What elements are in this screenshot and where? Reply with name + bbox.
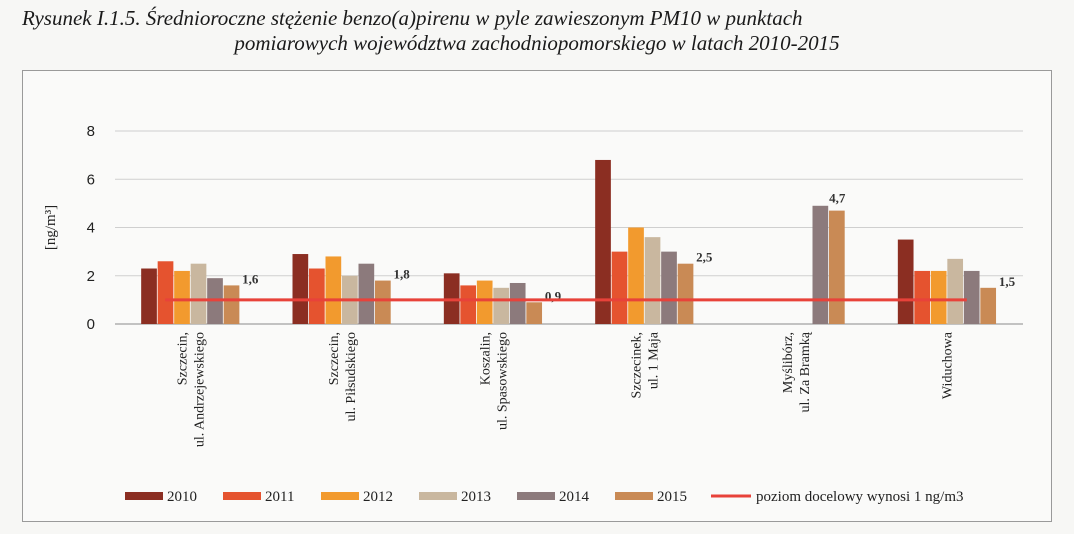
- bar-2012: [174, 270, 190, 324]
- category-label-line: ul. Za Bramką: [798, 331, 813, 412]
- chart-frame: 0 2 4 6 8 [ng/m³] 1,6 Szczecin, ul. Andrzejewski…: [22, 70, 1052, 522]
- legend-label-2010: 2010: [167, 489, 197, 505]
- y-axis-label: [ng/m³]: [43, 205, 59, 250]
- bar-2013: [493, 287, 510, 324]
- bar-2013: [190, 263, 207, 324]
- category-label-line: ul. Spasowskiego: [495, 332, 510, 430]
- bar-2011: [914, 270, 931, 324]
- category-label-line: Szczecinek,: [630, 332, 645, 398]
- caption-line-1: Rysunek I.1.5. Średnioroczne stężenie be…: [22, 6, 803, 30]
- bar-2014: [963, 270, 980, 324]
- bar-2013: [644, 237, 661, 324]
- bar-2015: [980, 287, 997, 324]
- bar-2011: [460, 285, 477, 324]
- bar-2014: [661, 251, 677, 324]
- data-label: 1,8: [394, 267, 411, 282]
- legend-label-2014: 2014: [559, 489, 590, 505]
- legend-label-target: poziom docelowy wynosi 1 ng/m3: [756, 489, 963, 505]
- bar-2012: [325, 256, 342, 324]
- bar-2010: [141, 268, 157, 324]
- bar-2013: [947, 258, 964, 324]
- category-label-line: ul. Piłsudskiego: [344, 332, 359, 421]
- y-tick-label: 6: [87, 171, 95, 188]
- category-label: Szczecin, ul. Piłsudskiego: [327, 332, 359, 421]
- category-label: Myślibórz, ul. Za Bramką: [781, 331, 813, 412]
- bar-2011: [157, 261, 174, 324]
- legend-label-2011: 2011: [265, 489, 294, 505]
- legend-swatch-2014: [517, 492, 555, 500]
- bar-2010: [292, 254, 309, 324]
- y-tick-label: 8: [87, 123, 95, 140]
- data-label: 2,5: [696, 250, 713, 265]
- bar-2012: [930, 270, 947, 324]
- category-label-line: ul. 1 Maja: [647, 331, 662, 389]
- bar-2014: [812, 205, 829, 324]
- category-label: Koszalin, ul. Spasowskiego: [478, 332, 510, 430]
- bar-2011: [309, 268, 325, 324]
- category-label-line: Widuchowa: [940, 331, 955, 399]
- legend-swatch-2011: [223, 492, 261, 500]
- caption-line-2: pomiarowych województwa zachodniopomorsk…: [234, 31, 840, 55]
- bar-2015: [829, 210, 845, 324]
- y-tick-label: 0: [87, 316, 95, 333]
- category-label-line: ul. Andrzejewskiego: [193, 332, 208, 447]
- y-tick-label: 4: [87, 220, 95, 237]
- category-label: Widuchowa: [940, 331, 955, 399]
- legend-label-2012: 2012: [363, 489, 393, 505]
- category-label-line: Szczecin,: [327, 332, 342, 385]
- bar-2012: [476, 280, 493, 324]
- legend-label-2015: 2015: [657, 489, 687, 505]
- bar-2010: [897, 239, 914, 324]
- data-label: 4,7: [829, 191, 846, 206]
- bar-2015: [677, 263, 694, 324]
- legend-swatch-2015: [615, 492, 653, 500]
- category-label-line: Koszalin,: [478, 332, 493, 385]
- legend-swatch-2013: [419, 492, 457, 500]
- legend-swatch-2010: [125, 492, 163, 500]
- legend-swatch-2012: [321, 492, 359, 500]
- bar-2014: [358, 263, 375, 324]
- bar-2014: [509, 282, 526, 324]
- data-label: 1,5: [999, 274, 1016, 289]
- bar-2015: [375, 280, 391, 324]
- category-label-line: Myślibórz,: [781, 332, 796, 393]
- y-tick-label: 2: [87, 268, 95, 285]
- bar-2015: [526, 302, 543, 324]
- legend-label-2013: 2013: [461, 489, 491, 505]
- bar-2011: [611, 251, 628, 324]
- bar-2012: [628, 227, 644, 324]
- category-label: Szczecinek, ul. 1 Maja: [630, 331, 662, 398]
- bar-2015: [223, 285, 240, 324]
- category-label-line: Szczecin,: [176, 332, 191, 385]
- category-label: Szczecin, ul. Andrzejewskiego: [176, 332, 208, 447]
- bar-2010: [595, 159, 611, 324]
- data-label: 1,6: [242, 271, 259, 286]
